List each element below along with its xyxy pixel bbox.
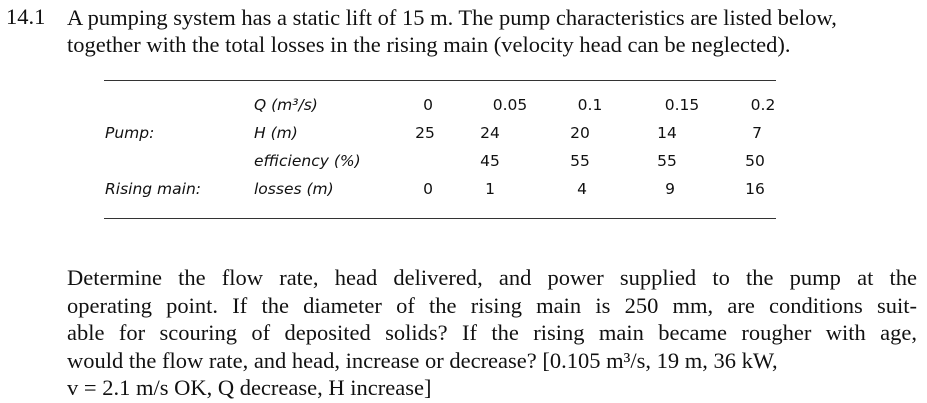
table-cell-efficiency: 55 bbox=[657, 152, 677, 170]
table-cell-q: 0.05 bbox=[492, 96, 528, 114]
quantity-label-h: H (m) bbox=[254, 124, 298, 142]
row-label-pump: Pump: bbox=[105, 124, 155, 142]
table-cell-q: 0.15 bbox=[664, 96, 700, 114]
table-cell-losses: 0 bbox=[423, 180, 433, 198]
question-line: operating point. If the diameter of the … bbox=[67, 292, 917, 318]
quantity-label-efficiency: efficiency (%) bbox=[254, 152, 361, 170]
row-label-rising-main: Rising main: bbox=[105, 180, 201, 198]
problem-question: Determine the flow rate, head delivered,… bbox=[67, 264, 917, 402]
table-cell-h: 25 bbox=[415, 124, 435, 142]
table-cell-losses: 1 bbox=[485, 180, 495, 198]
table-cell-h: 24 bbox=[480, 124, 500, 142]
question-line: Determine the flow rate, head delivered,… bbox=[67, 265, 917, 290]
table-cell-losses: 16 bbox=[745, 180, 765, 198]
quantity-label-q: Q (m³/s) bbox=[254, 96, 318, 114]
intro-line: A pumping system has a static lift of 15… bbox=[67, 5, 837, 30]
table-cell-losses: 4 bbox=[577, 180, 587, 198]
table-bottom-rule bbox=[104, 218, 776, 219]
table-cell-efficiency: 45 bbox=[480, 152, 500, 170]
table-cell-efficiency: 50 bbox=[745, 152, 765, 170]
question-line: would the flow rate, and head, increase … bbox=[67, 347, 778, 373]
problem-number: 14.1 bbox=[6, 4, 46, 29]
table-cell-h: 14 bbox=[657, 124, 677, 142]
table-top-rule bbox=[104, 80, 776, 81]
table-cell-q: 0.2 bbox=[750, 96, 776, 114]
table-cell-h: 20 bbox=[570, 124, 590, 142]
question-line: v = 2.1 m/s OK, Q decrease, H increase] bbox=[67, 375, 432, 400]
problem-intro: A pumping system has a static lift of 15… bbox=[67, 4, 917, 58]
table-cell-q: 0.1 bbox=[577, 96, 603, 114]
table-cell-q: 0 bbox=[423, 96, 433, 114]
table-cell-h: 7 bbox=[752, 124, 762, 142]
question-line: able for scouring of deposited solids? I… bbox=[67, 320, 917, 345]
intro-line: together with the total losses in the ri… bbox=[67, 32, 791, 57]
quantity-label-losses: losses (m) bbox=[254, 180, 334, 198]
table-cell-losses: 9 bbox=[665, 180, 675, 198]
table-cell-efficiency: 55 bbox=[570, 152, 590, 170]
